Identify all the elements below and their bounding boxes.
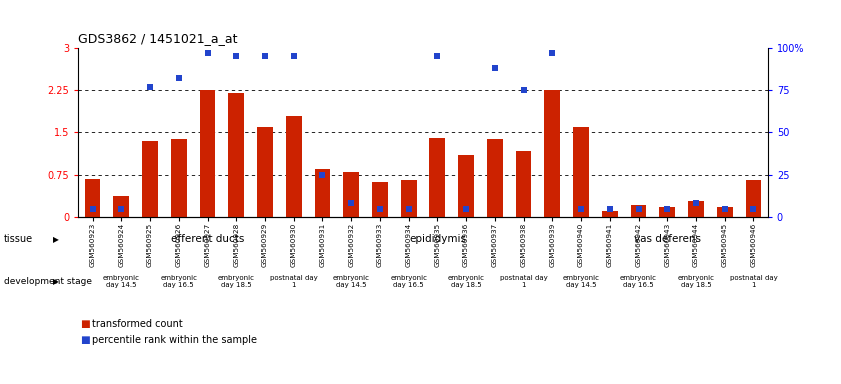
Bar — [171, 139, 187, 217]
Bar — [257, 127, 272, 217]
Point — [488, 65, 501, 71]
Bar — [343, 172, 359, 217]
Point — [345, 200, 358, 207]
Bar — [544, 90, 560, 217]
Bar — [142, 141, 158, 217]
Text: percentile rank within the sample: percentile rank within the sample — [92, 335, 257, 345]
Text: ▶: ▶ — [53, 277, 59, 286]
Point — [373, 205, 387, 212]
Point — [402, 205, 415, 212]
Point — [718, 205, 732, 212]
Point — [660, 205, 674, 212]
Point — [86, 205, 99, 212]
Bar — [85, 179, 100, 217]
Text: ▶: ▶ — [53, 235, 59, 243]
Text: embryonic
day 14.5: embryonic day 14.5 — [563, 275, 600, 288]
Bar — [199, 90, 215, 217]
Text: efferent ducts: efferent ducts — [171, 234, 244, 244]
Bar — [430, 138, 445, 217]
Bar — [286, 116, 302, 217]
Text: vas deferens: vas deferens — [634, 234, 701, 244]
Text: embryonic
day 18.5: embryonic day 18.5 — [218, 275, 255, 288]
Bar — [487, 139, 503, 217]
Text: embryonic
day 14.5: embryonic day 14.5 — [103, 275, 140, 288]
Point — [315, 172, 329, 178]
Text: postnatal day
1: postnatal day 1 — [270, 275, 318, 288]
Bar — [631, 205, 647, 217]
Bar — [114, 196, 130, 217]
Bar — [516, 151, 532, 217]
Text: embryonic
day 16.5: embryonic day 16.5 — [390, 275, 427, 288]
Point — [230, 53, 243, 60]
Bar — [229, 93, 244, 217]
Point — [143, 84, 156, 90]
Text: ■: ■ — [80, 319, 90, 329]
Point — [546, 50, 559, 56]
Point — [431, 53, 444, 60]
Text: transformed count: transformed count — [92, 319, 182, 329]
Point — [172, 75, 186, 81]
Bar — [458, 155, 474, 217]
Point — [517, 87, 531, 93]
Text: epididymis: epididymis — [409, 234, 466, 244]
Bar — [372, 182, 388, 217]
Point — [603, 205, 616, 212]
Text: embryonic
day 16.5: embryonic day 16.5 — [620, 275, 657, 288]
Point — [690, 200, 703, 207]
Point — [459, 205, 473, 212]
Bar — [315, 169, 331, 217]
Point — [258, 53, 272, 60]
Text: GDS3862 / 1451021_a_at: GDS3862 / 1451021_a_at — [78, 32, 238, 45]
Bar — [688, 201, 704, 217]
Bar — [717, 207, 733, 217]
Text: postnatal day
1: postnatal day 1 — [730, 275, 777, 288]
Point — [632, 205, 645, 212]
Bar — [574, 127, 589, 217]
Bar — [602, 211, 617, 217]
Text: embryonic
day 18.5: embryonic day 18.5 — [678, 275, 715, 288]
Text: postnatal day
1: postnatal day 1 — [500, 275, 547, 288]
Bar — [659, 207, 675, 217]
Bar — [746, 180, 761, 217]
Point — [287, 53, 300, 60]
Text: embryonic
day 16.5: embryonic day 16.5 — [161, 275, 198, 288]
Point — [747, 205, 760, 212]
Point — [201, 50, 214, 56]
Text: ■: ■ — [80, 335, 90, 345]
Text: development stage: development stage — [4, 277, 93, 286]
Text: embryonic
day 18.5: embryonic day 18.5 — [447, 275, 484, 288]
Text: embryonic
day 14.5: embryonic day 14.5 — [333, 275, 370, 288]
Point — [114, 205, 128, 212]
Point — [574, 205, 588, 212]
Text: tissue: tissue — [4, 234, 34, 244]
Bar — [401, 180, 416, 217]
